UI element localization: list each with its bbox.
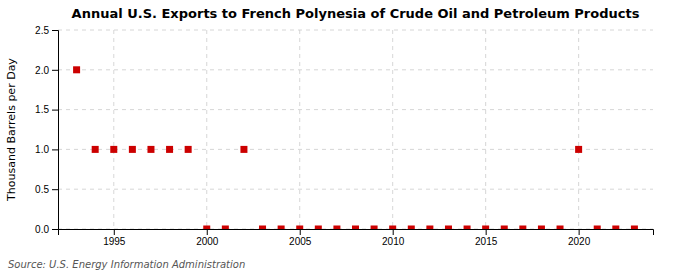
y-axis-line [52,31,59,230]
y-tick-label: 2.0 [35,65,49,76]
grid-line-y [58,189,653,190]
plot-area: 1995 2000 2005 2010 2015 2020 0.0 0.5 1.0 1.5 2.0 2… [35,25,653,247]
x-tick-label: 2000 [196,236,219,247]
point [333,226,340,230]
point [315,226,322,230]
x-tick: 2000 [196,229,219,247]
x-axis-line [59,230,654,236]
grid-line-x [392,30,393,229]
y-tick-mark [52,30,58,31]
y-tick-mark [52,229,58,230]
x-tick: 2015 [475,229,498,247]
grid-line-y [58,149,653,150]
x-tick-mark [486,229,487,235]
point [408,226,415,230]
point [203,226,210,230]
point [464,226,471,230]
grid-line-x [578,30,579,229]
point [240,146,247,153]
y-axis: 0.0 0.5 1.0 1.5 2.0 2.5 [35,25,58,235]
y-tick-label: 1.0 [35,144,49,155]
point [426,226,433,230]
point [166,146,173,153]
point [482,226,489,230]
point [557,226,564,230]
x-tick: 1995 [103,229,126,247]
y-axis-label: Thousand Barrels per Day [5,58,18,202]
y-tick-mark [52,189,58,190]
grid-line-y [58,30,653,31]
x-tick-label: 2015 [475,236,498,247]
point [612,226,619,230]
grid-line-x [113,30,114,229]
y-tick: 1.0 [35,144,58,155]
y-tick: 2.0 [35,65,58,76]
x-tick-label: 2010 [382,236,405,247]
y-tick-label: 1.5 [35,104,49,115]
title: Annual U.S. Exports to French Polynesia … [72,6,640,21]
point [594,226,601,230]
y-tick-label: 0.5 [35,184,49,195]
y-tick: 0.0 [35,224,58,235]
x-tick-label: 2020 [568,236,591,247]
x-tick-mark [300,229,301,235]
y-tick-label: 2.5 [35,25,49,36]
point [352,226,359,230]
y-tick: 2.5 [35,25,58,36]
chart: 1995 2000 2005 2010 2015 2020 0.0 0.5 1.0 1.5 2.0 2… [0,0,675,275]
y-tick-mark [52,110,58,111]
x-tick-mark [393,229,394,235]
point [538,226,545,230]
point [147,146,154,153]
point [259,226,266,230]
point [129,146,136,153]
point [371,226,378,230]
point [296,226,303,230]
grid [58,30,653,229]
point [501,226,508,230]
x-tick: 2020 [568,229,591,247]
x-tick-label: 1995 [103,236,126,247]
point [519,226,526,230]
point [389,226,396,230]
point [631,226,638,230]
x-tick-mark [114,229,115,235]
x-tick: 2010 [382,229,405,247]
grid-line-x [299,30,300,229]
y-tick: 0.5 [35,184,58,195]
point [110,146,117,153]
x-axis: 1995 2000 2005 2010 2015 2020 [59,229,654,247]
x-tick-label: 2005 [289,236,312,247]
source-note: Source: U.S. Energy Information Administ… [8,259,245,270]
grid-line-y [58,69,653,70]
point [222,226,229,230]
x-tick-mark [207,229,208,235]
grid-line-y [58,109,653,110]
x-tick-mark [579,229,580,235]
y-tick-label: 0.0 [35,224,49,235]
x-tick: 2005 [289,229,312,247]
point [185,146,192,153]
grid-line-x [206,30,207,229]
points [73,66,638,229]
y-tick-mark [52,149,58,150]
grid-line-x [485,30,486,229]
point [278,226,285,230]
point [92,146,99,153]
y-tick-mark [52,70,58,71]
y-tick: 1.5 [35,104,58,115]
point [575,146,582,153]
point [73,66,80,73]
point [445,226,452,230]
